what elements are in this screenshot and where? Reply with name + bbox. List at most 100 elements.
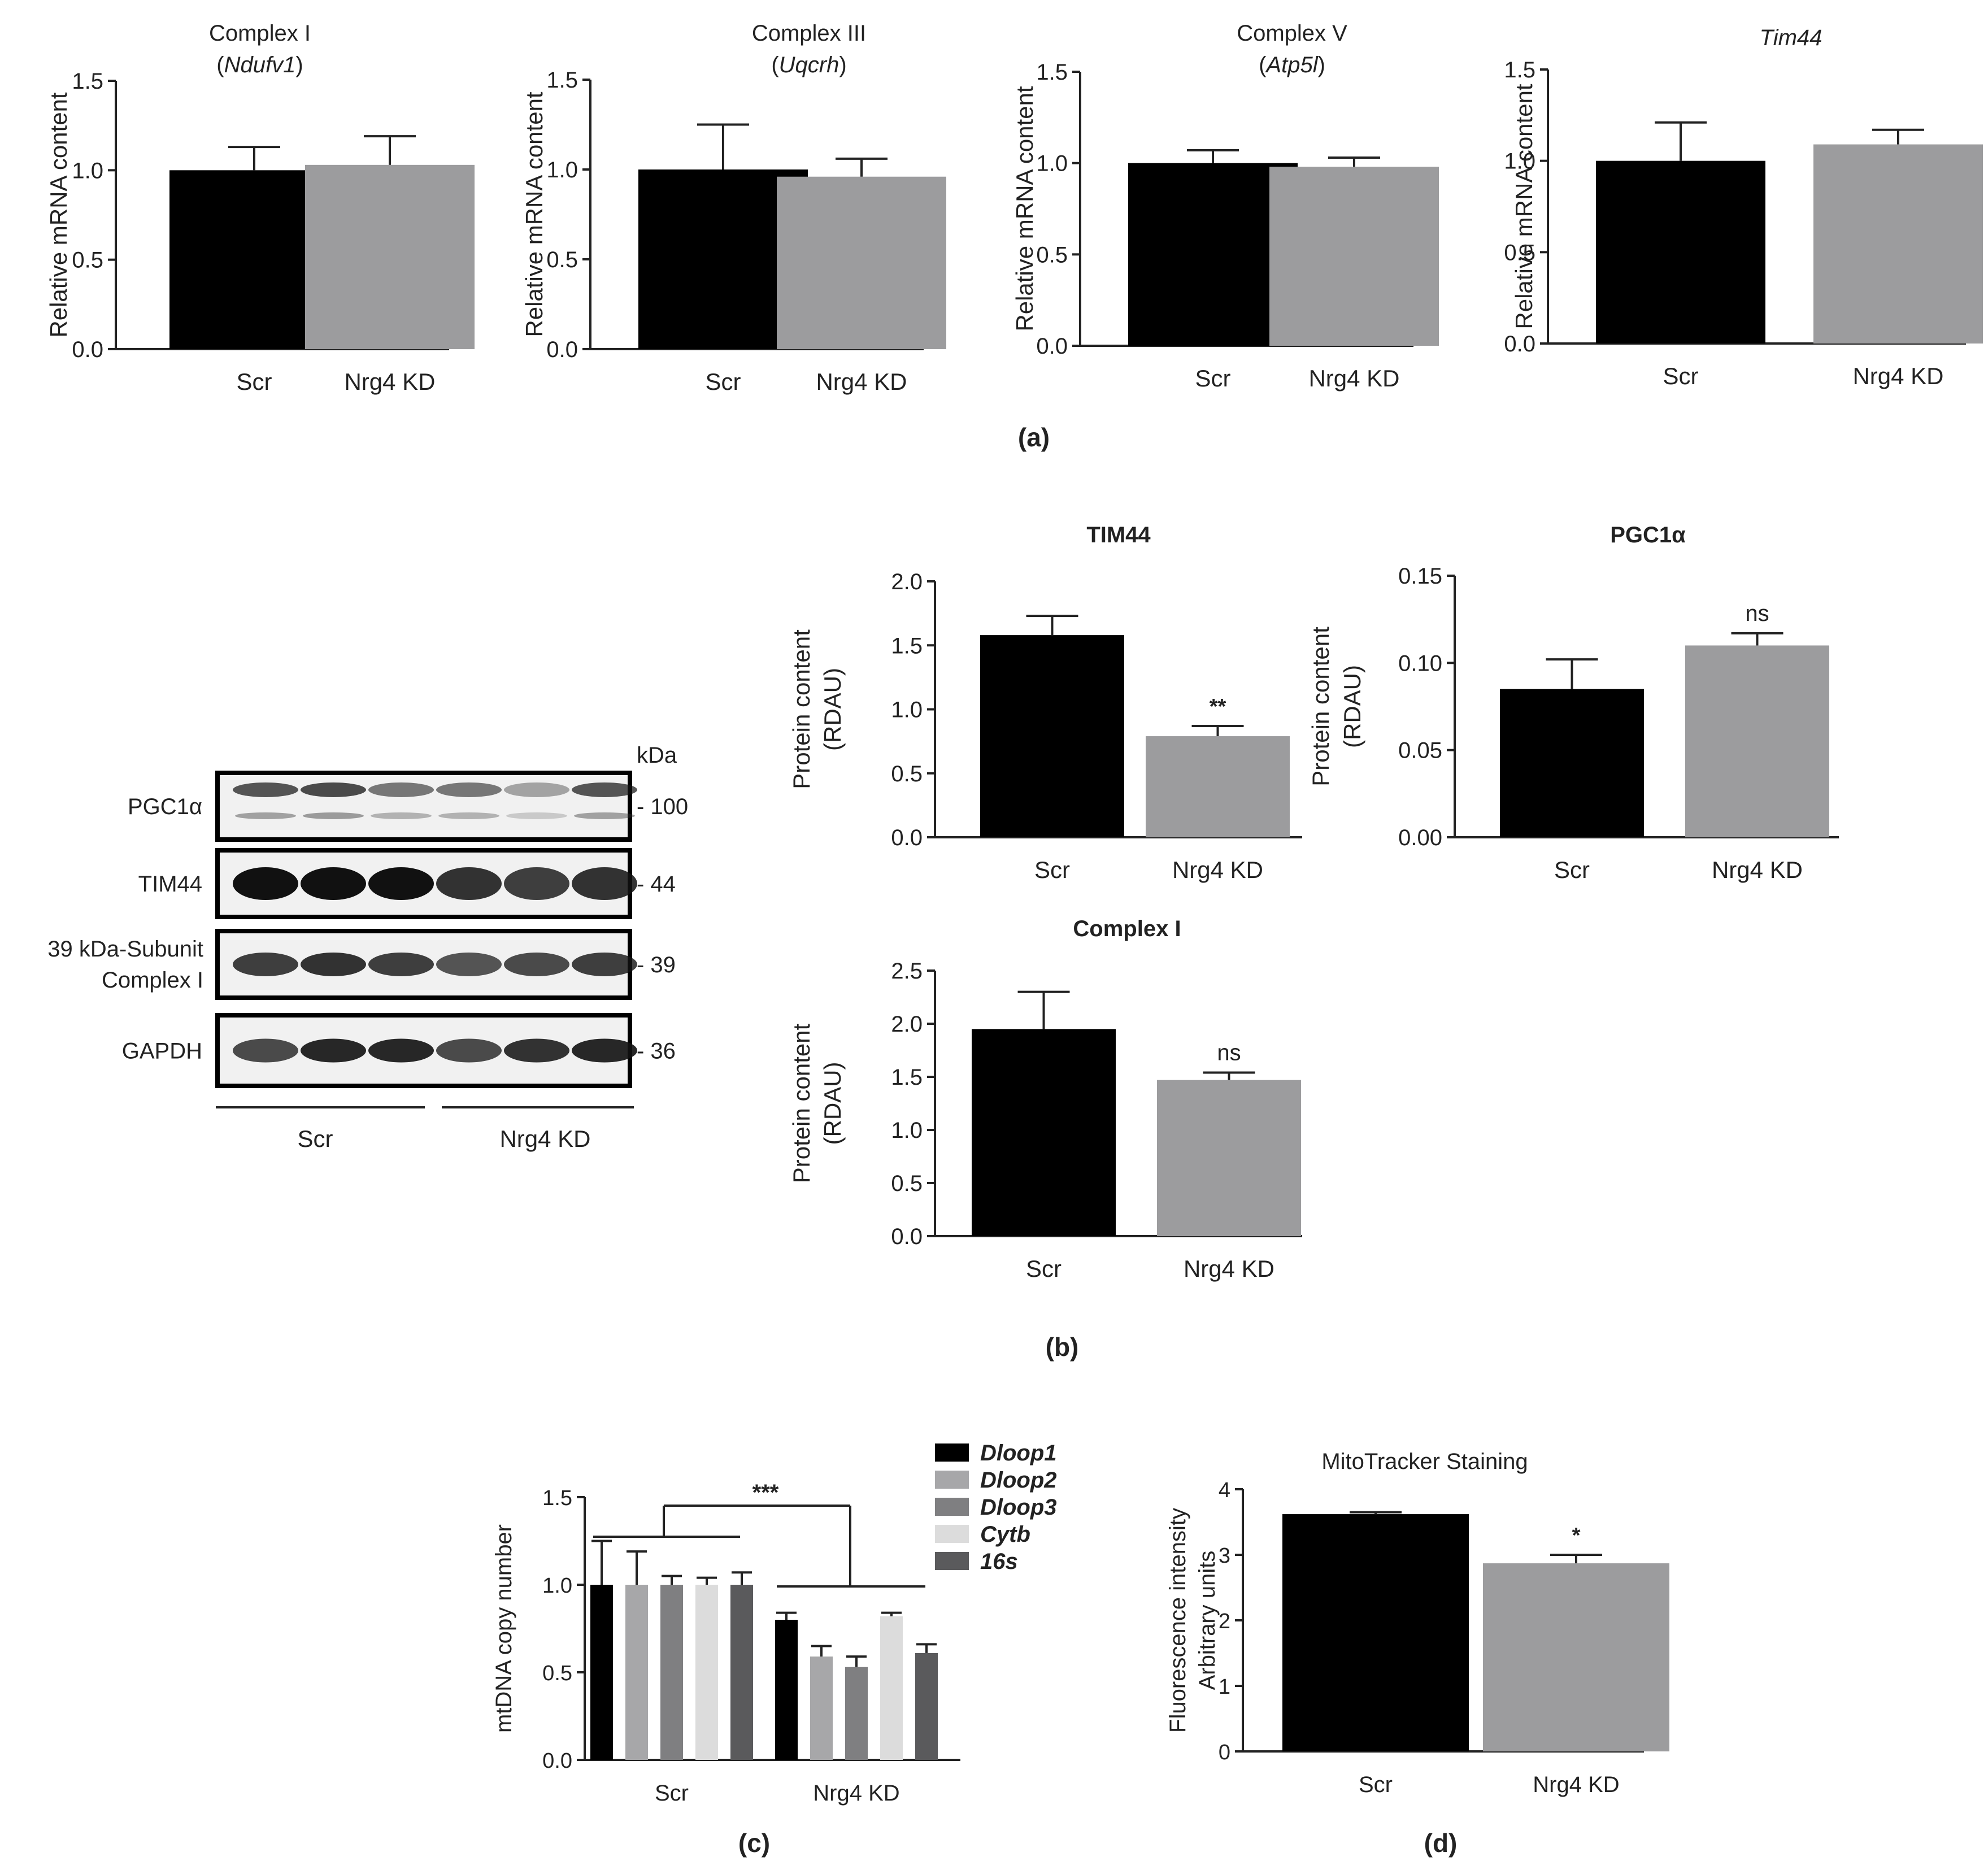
y-axis-label-2: (RDAU) bbox=[819, 1062, 846, 1145]
chart-title: Complex I bbox=[1073, 916, 1181, 941]
blot-band-lower bbox=[303, 812, 364, 819]
y-axis-label-2: (RDAU) bbox=[819, 668, 846, 751]
x-tick-label: Scr bbox=[655, 1781, 689, 1806]
blot-band-lower bbox=[438, 812, 499, 819]
y-tick-label: 0.15 bbox=[1398, 564, 1442, 589]
blot-band bbox=[368, 953, 434, 976]
y-tick-label: 2.0 bbox=[891, 569, 923, 594]
y-tick-label: 0 bbox=[1219, 1741, 1230, 1764]
panel-label-a: (a) bbox=[1018, 423, 1050, 452]
y-axis-label: Protein content bbox=[788, 629, 815, 789]
y-tick-label: 0.0 bbox=[1036, 334, 1068, 359]
y-tick-label: 1.5 bbox=[891, 1065, 923, 1090]
y-tick-label: 0.0 bbox=[72, 337, 103, 362]
blot-band-lower bbox=[574, 812, 635, 819]
bar-nrg4-kd bbox=[305, 164, 475, 349]
bar-nrg4-kd bbox=[1813, 144, 1983, 344]
bar-nrg4-kd bbox=[777, 176, 946, 349]
legend-swatch-dloop3 bbox=[935, 1498, 969, 1516]
y-axis-label: Relative mRNA content bbox=[45, 92, 72, 338]
y-tick-label: 1 bbox=[1219, 1675, 1230, 1699]
x-tick-label: Scr bbox=[1554, 856, 1590, 883]
y-axis-label: Fluorescence intensity bbox=[1165, 1508, 1190, 1733]
bar-dloop2-scr bbox=[625, 1585, 648, 1760]
chart-title: MitoTracker Staining bbox=[1321, 1449, 1528, 1474]
bar-dloop2-nrg4-kd bbox=[810, 1656, 833, 1760]
blot-box-pgc1- bbox=[215, 771, 632, 842]
chart-title: Complex V bbox=[1237, 21, 1347, 46]
blot-band bbox=[504, 782, 569, 797]
chart-title: Tim44 bbox=[1760, 25, 1822, 50]
significance-label: * bbox=[1572, 1524, 1581, 1547]
chart-title: Complex I bbox=[209, 21, 311, 46]
y-tick-label: 0.5 bbox=[542, 1662, 572, 1685]
y-tick-label: 4 bbox=[1219, 1479, 1230, 1502]
legend-label-dloop1: Dloop1 bbox=[980, 1441, 1057, 1466]
blot-band bbox=[504, 867, 569, 900]
legend-swatch-dloop1 bbox=[935, 1443, 969, 1462]
y-axis-label: Protein content bbox=[788, 1023, 815, 1183]
y-axis-label-2: Arbitrary units bbox=[1195, 1551, 1220, 1690]
y-axis-label: Relative mRNA content bbox=[1011, 86, 1038, 332]
blot-band bbox=[504, 1038, 569, 1063]
blot-kda-label: - 100 bbox=[637, 794, 688, 819]
bar-dloop1-nrg4-kd bbox=[775, 1620, 798, 1760]
blot-row-label: TIM44 bbox=[138, 872, 202, 897]
blot-band bbox=[368, 867, 434, 900]
panel-label-d: (d) bbox=[1424, 1828, 1458, 1858]
y-tick-label: 0.5 bbox=[1504, 240, 1535, 265]
blot-band bbox=[368, 1038, 434, 1063]
blot-band bbox=[368, 782, 434, 797]
bar-scr bbox=[1500, 689, 1644, 837]
y-tick-label: 0.0 bbox=[546, 337, 578, 362]
y-tick-label: 1.5 bbox=[542, 1486, 572, 1510]
bar-dloop3-nrg4-kd bbox=[845, 1667, 868, 1760]
x-tick-label: Nrg4 KD bbox=[813, 1781, 899, 1806]
significance-label: ** bbox=[1210, 695, 1226, 719]
x-tick-label: Nrg4 KD bbox=[344, 368, 435, 395]
blot-band bbox=[504, 953, 569, 976]
bar-nrg4-kd bbox=[1483, 1563, 1669, 1751]
x-tick-label: Nrg4 KD bbox=[1852, 363, 1943, 389]
x-tick-label: Scr bbox=[1195, 365, 1231, 392]
y-tick-label: 1.5 bbox=[1036, 60, 1068, 85]
blot-band-lower bbox=[371, 812, 432, 819]
legend-swatch-16s bbox=[935, 1552, 969, 1570]
y-tick-label: 0.0 bbox=[542, 1749, 572, 1773]
y-tick-label: 1.0 bbox=[891, 698, 923, 723]
blot-band bbox=[233, 953, 298, 976]
y-tick-label: 1.5 bbox=[891, 633, 923, 658]
y-tick-label: 3 bbox=[1219, 1544, 1230, 1568]
x-tick-label: Scr bbox=[1359, 1772, 1393, 1797]
blot-band-lower bbox=[235, 812, 296, 819]
blot-row-label: PGC1α bbox=[128, 794, 202, 819]
y-axis-label-2: (RDAU) bbox=[1339, 665, 1365, 748]
panel-d: 0 1 2 3 4 Fluorescence intensity Arbitrary uni… bbox=[1165, 1449, 1669, 1797]
y-tick-label: 0.5 bbox=[1036, 242, 1068, 267]
blot-band bbox=[572, 953, 637, 976]
y-tick-label: 0.10 bbox=[1398, 651, 1442, 676]
y-tick-label: 0.0 bbox=[1504, 332, 1535, 356]
chart-title: TIM44 bbox=[1086, 523, 1151, 547]
y-tick-label: 0.05 bbox=[1398, 738, 1442, 763]
x-tick-label: Scr bbox=[1663, 363, 1699, 389]
panel-c: 0.0 0.5 1.0 1.5 mtDNA copy number Scr Nrg4 KD *… bbox=[491, 1441, 1057, 1806]
legend-label-dloop3: Dloop3 bbox=[980, 1495, 1057, 1520]
blot-row-label: GAPDH bbox=[122, 1039, 202, 1064]
x-tick-label: Scr bbox=[1026, 1255, 1062, 1282]
panel-label-b: (b) bbox=[1046, 1332, 1079, 1362]
y-tick-label: 0.0 bbox=[891, 825, 923, 850]
chart-subtitle: (Ndufv1) bbox=[216, 53, 303, 77]
y-tick-label: 2.0 bbox=[891, 1012, 923, 1037]
y-tick-label: 1.5 bbox=[546, 68, 578, 93]
blot-band bbox=[436, 953, 502, 976]
y-tick-label: 1.0 bbox=[891, 1118, 923, 1143]
bar-dloop1-scr bbox=[590, 1585, 613, 1760]
bar-16s-scr bbox=[730, 1585, 753, 1760]
chart-title: PGC1α bbox=[1610, 523, 1686, 547]
y-tick-label: 1.0 bbox=[542, 1574, 572, 1598]
significance-label: ns bbox=[1745, 601, 1769, 626]
chart-subtitle: (Uqcrh) bbox=[771, 53, 846, 77]
